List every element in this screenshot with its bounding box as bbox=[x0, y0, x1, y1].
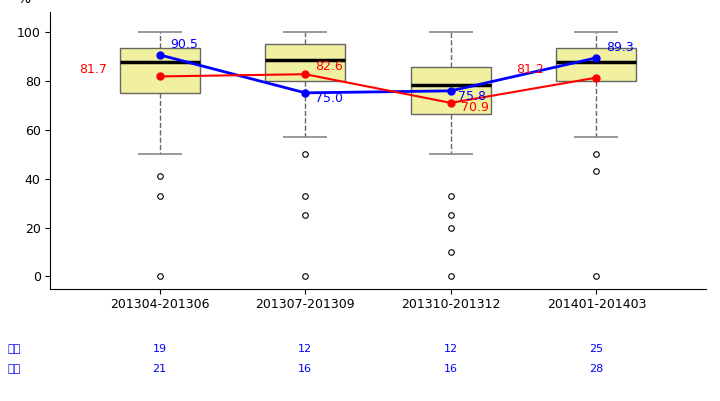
Text: 16: 16 bbox=[298, 364, 312, 374]
Text: 81.7: 81.7 bbox=[79, 63, 107, 77]
Y-axis label: %: % bbox=[17, 0, 31, 6]
Text: 分子: 分子 bbox=[8, 344, 21, 354]
Text: 21: 21 bbox=[153, 364, 166, 374]
Text: 75.8: 75.8 bbox=[458, 90, 486, 103]
Text: 90.5: 90.5 bbox=[170, 38, 198, 51]
Text: 81.2: 81.2 bbox=[516, 63, 544, 77]
Text: 75.0: 75.0 bbox=[315, 92, 343, 105]
Text: 25: 25 bbox=[590, 344, 603, 354]
Bar bbox=[410, 67, 491, 113]
Text: 16: 16 bbox=[444, 364, 458, 374]
Text: 89.3: 89.3 bbox=[606, 41, 634, 54]
Text: 70.9: 70.9 bbox=[461, 101, 489, 114]
Bar bbox=[557, 48, 636, 81]
Text: 19: 19 bbox=[153, 344, 166, 354]
Bar bbox=[120, 48, 199, 93]
Text: 分母: 分母 bbox=[8, 364, 21, 374]
Text: 82.6: 82.6 bbox=[315, 60, 343, 73]
Bar bbox=[265, 44, 346, 81]
Text: 28: 28 bbox=[589, 364, 603, 374]
Text: 12: 12 bbox=[444, 344, 458, 354]
Text: 12: 12 bbox=[298, 344, 312, 354]
